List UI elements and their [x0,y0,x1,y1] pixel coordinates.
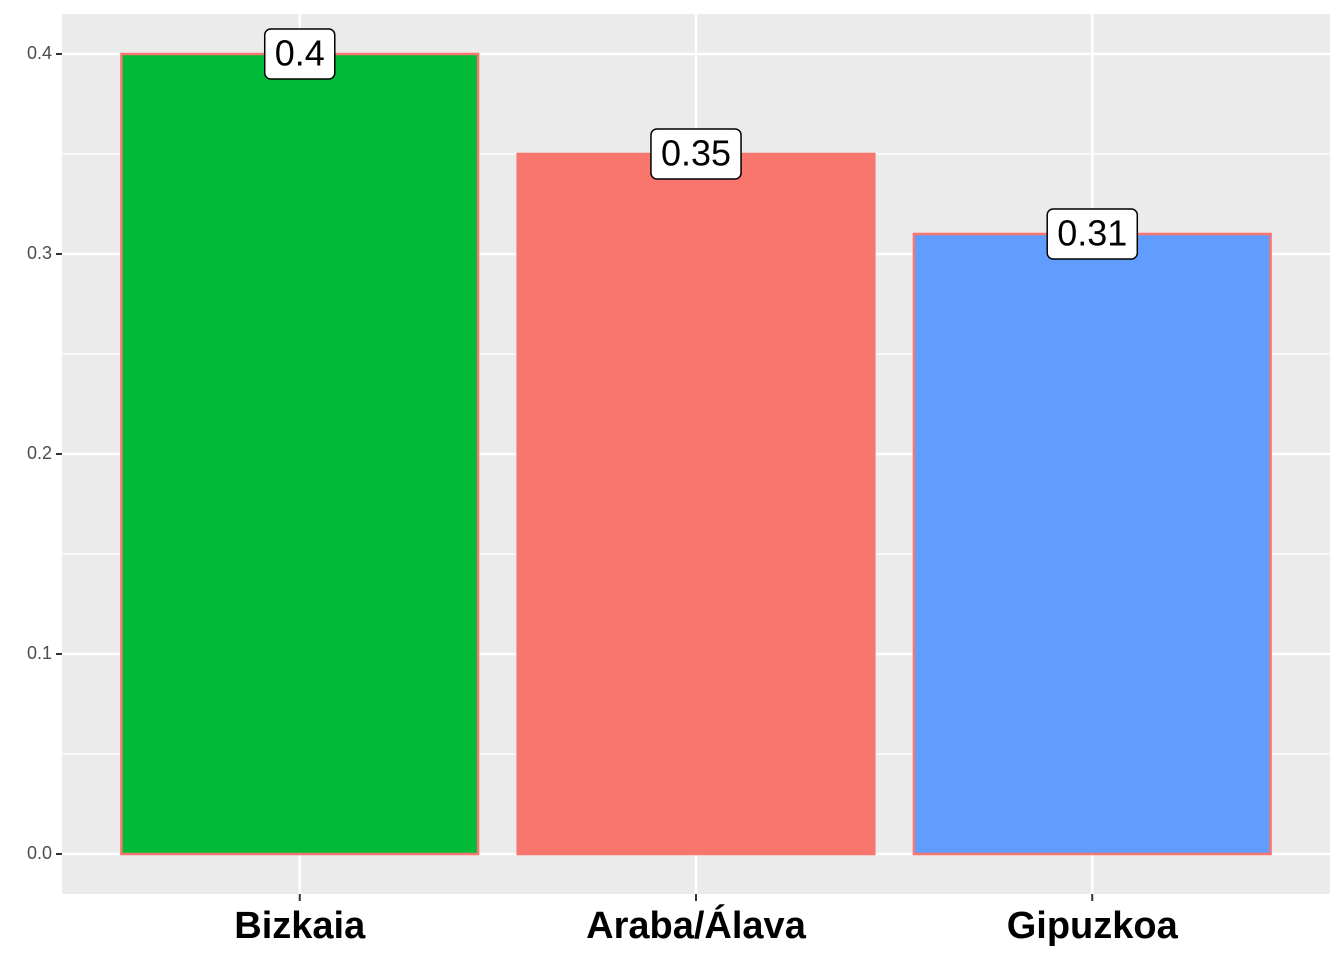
x-tick-label: Araba/Álava [586,903,807,947]
value-label-box [1046,208,1139,260]
value-label: 0.35 [661,133,731,174]
y-tick-label: 0.0 [27,843,52,863]
y-tick-label: 0.2 [27,443,52,463]
value-label: 0.4 [275,33,325,74]
y-tick-label: 0.3 [27,243,52,263]
bar [516,152,876,856]
x-tick-label: Gipuzkoa [1007,905,1179,947]
x-tick-label: Bizkaia [234,905,366,947]
y-tick-label: 0.1 [27,643,52,663]
value-label: 0.31 [1057,213,1127,254]
value-label-box [263,28,336,80]
bar [120,52,480,856]
y-tick-label: 0.4 [27,43,52,63]
bar [912,232,1272,856]
value-label-box [650,128,742,180]
